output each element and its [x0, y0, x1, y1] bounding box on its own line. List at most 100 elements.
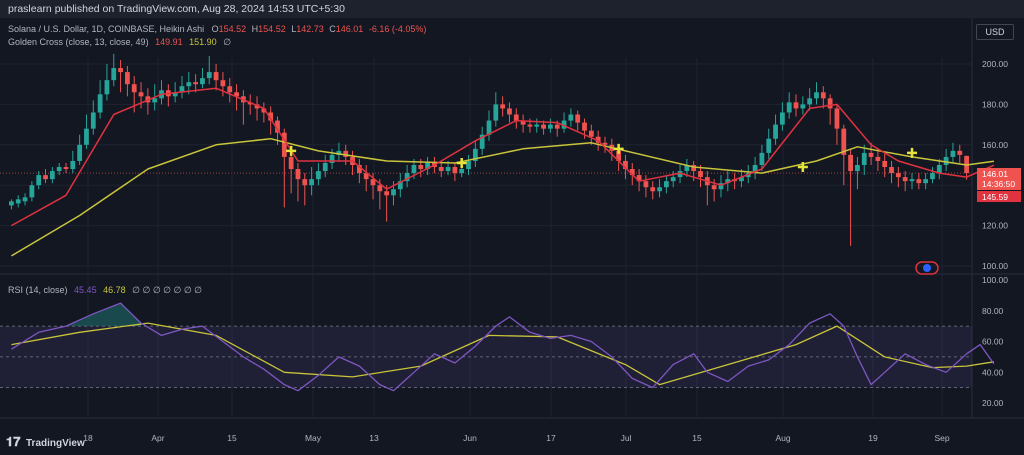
candle-body	[418, 165, 424, 170]
candle-body	[452, 167, 458, 174]
candle-body	[541, 124, 546, 129]
candle-body	[138, 92, 144, 97]
candle-body	[943, 156, 949, 165]
candle-body	[288, 156, 294, 170]
candle-body	[111, 68, 117, 81]
candle-body	[752, 165, 758, 174]
golden-cross-marker	[613, 143, 624, 154]
time-tick-label: 18	[83, 433, 93, 443]
candle-body	[677, 171, 683, 178]
time-tick-label: May	[305, 433, 322, 443]
candle-body	[466, 160, 471, 170]
candle-body	[336, 150, 342, 155]
legend-symbol: Solana / U.S. Dollar, 1D, COINBASE, Heik…	[8, 24, 426, 34]
candle-body	[950, 150, 956, 157]
candle-body	[725, 179, 731, 184]
candle-body	[657, 187, 662, 192]
candle-body	[200, 78, 205, 85]
flag-icon[interactable]	[915, 261, 939, 275]
svg-text:14:36:50: 14:36:50	[982, 179, 1015, 189]
candle-body	[930, 173, 935, 180]
time-tick-label: Jul	[621, 433, 632, 443]
candle-body	[793, 102, 799, 109]
candle-body	[131, 84, 137, 93]
chart-area[interactable]: 200.00180.00160.00140.00120.00100.00100.…	[0, 18, 1024, 455]
candle-body	[882, 160, 888, 168]
time-tick-label: 13	[369, 433, 379, 443]
rsi-tick-label: 80.00	[982, 306, 1004, 316]
candle-body	[820, 92, 826, 99]
candle-body	[855, 165, 860, 172]
candle-body	[513, 114, 519, 121]
candle-body	[329, 154, 335, 163]
rsi-tick-label: 40.00	[982, 367, 1004, 377]
golden-cross-marker	[456, 157, 467, 168]
candle-body	[425, 162, 430, 170]
time-tick-label: 15	[227, 433, 237, 443]
candle-body	[391, 189, 396, 196]
candle-body	[807, 98, 813, 105]
candle-body	[548, 124, 553, 129]
candle-body	[152, 98, 158, 103]
candle-body	[670, 177, 676, 182]
candle-body	[664, 181, 669, 188]
moving-averages	[11, 87, 995, 257]
chart-svg[interactable]: 200.00180.00160.00140.00120.00100.00100.…	[0, 18, 1024, 455]
candle-body	[493, 104, 499, 121]
candle-body	[691, 165, 697, 172]
legend-golden-cross: Golden Cross (close, 13, close, 49) 149.…	[8, 37, 231, 47]
candle-body	[889, 167, 894, 174]
candle-body	[779, 112, 785, 125]
candle-body	[254, 104, 260, 109]
candle-body	[602, 142, 608, 145]
candle-body	[834, 108, 840, 129]
price-tick-label: 160.00	[982, 140, 1008, 150]
candle-body	[56, 167, 62, 172]
candle-body	[486, 120, 492, 135]
svg-text:146.01: 146.01	[982, 169, 1008, 179]
candle-body	[875, 156, 881, 161]
candle-body	[309, 179, 314, 186]
time-tick-label: Aug	[775, 433, 790, 443]
candle-body	[322, 162, 328, 172]
candle-body	[356, 165, 362, 174]
candle-body	[909, 179, 915, 182]
candle-body	[582, 122, 587, 131]
time-tick-label: Jun	[463, 433, 477, 443]
candle-body	[575, 114, 581, 123]
candle-body	[77, 144, 83, 161]
candle-body	[43, 175, 48, 180]
candle-body	[36, 175, 42, 186]
candle-body	[411, 165, 417, 174]
candle-body	[234, 92, 239, 97]
publisher-header: praslearn published on TradingView.com, …	[0, 0, 1024, 18]
candle-body	[295, 169, 301, 180]
candle-body	[588, 130, 594, 137]
candle-body	[213, 72, 219, 81]
candle-body	[861, 152, 867, 165]
rsi-overbought-fill	[65, 303, 142, 327]
candle-body	[179, 86, 185, 93]
candle-body	[84, 128, 89, 145]
candle-body	[97, 94, 103, 113]
candle-body	[650, 187, 656, 192]
candle-body	[936, 165, 942, 174]
candle-body	[684, 165, 690, 172]
price-tag-ma: 145.59	[977, 191, 1021, 202]
time-tick-label: Sep	[934, 433, 949, 443]
candle-body	[9, 201, 14, 206]
chart-background	[0, 18, 1024, 455]
candle-body	[29, 185, 35, 198]
candle-body	[384, 191, 390, 196]
candle-body	[90, 112, 96, 129]
price-tick-label: 200.00	[982, 59, 1008, 69]
candle-body	[616, 150, 622, 161]
currency-button[interactable]: USD	[976, 24, 1014, 40]
candle-body	[527, 124, 533, 127]
time-tick-label: Apr	[151, 433, 164, 443]
candle-body	[281, 132, 287, 157]
tradingview-logo[interactable]: 𝟏𝟕 TradingView	[6, 434, 85, 449]
candle-body	[438, 167, 444, 172]
time-tick-label: 17	[546, 433, 556, 443]
rsi-line	[11, 302, 995, 392]
